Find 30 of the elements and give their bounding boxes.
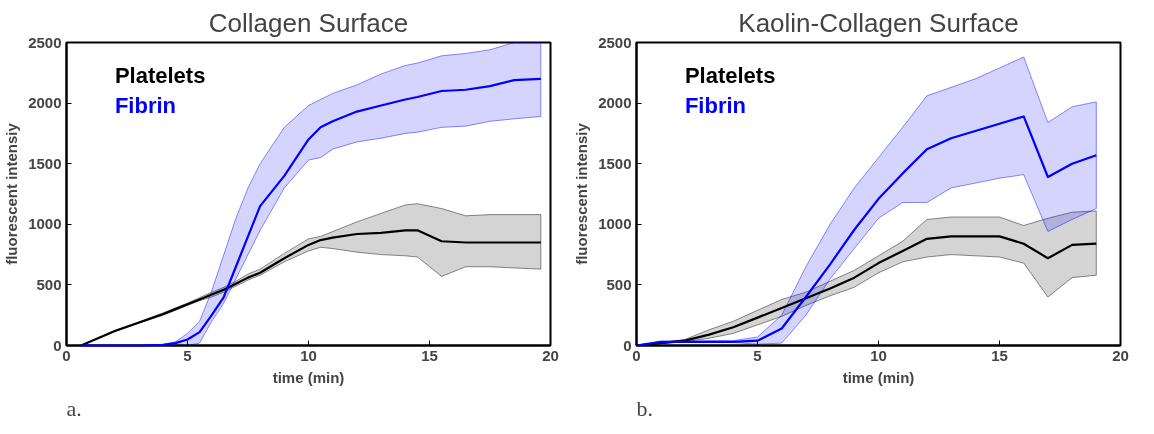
y-tick-label: 1000 <box>28 215 62 233</box>
y-tick-label: 1500 <box>28 154 62 172</box>
y-axis-title: fluorescent intensiy <box>3 122 21 265</box>
y-tick-label: 1000 <box>598 215 632 233</box>
chart-title: Collagen Surface <box>208 7 409 38</box>
y-axis-title: fluorescent intensiy <box>573 122 591 265</box>
y-tick-label: 2500 <box>28 33 62 51</box>
text: Platelets <box>684 62 776 88</box>
x-axis-title: time (min) <box>272 368 345 386</box>
text: b. <box>636 395 653 421</box>
x-tick-label: 5 <box>753 346 762 364</box>
y-tick-label: 2000 <box>28 94 62 112</box>
x-tick-label: 15 <box>421 346 438 364</box>
x-tick-label: 20 <box>1112 346 1129 364</box>
x-tick-label: 5 <box>183 346 192 364</box>
chart-title: Kaolin-Collagen Surface <box>738 7 1019 38</box>
y-tick-label: 2000 <box>598 94 632 112</box>
x-tick-label: 15 <box>991 346 1008 364</box>
text: Fibrin <box>114 93 177 119</box>
x-axis-title: time (min) <box>842 368 915 386</box>
text: Fibrin <box>684 93 747 119</box>
y-tick-label: 500 <box>36 275 62 293</box>
x-tick-label: 10 <box>870 346 887 364</box>
y-tick-label: 1500 <box>598 154 632 172</box>
text: Platelets <box>114 62 206 88</box>
x-tick-label: 20 <box>542 346 559 364</box>
y-tick-label: 500 <box>606 275 632 293</box>
x-tick-label: 10 <box>300 346 317 364</box>
text: a. <box>66 395 82 421</box>
y-tick-label: 2500 <box>598 33 632 51</box>
